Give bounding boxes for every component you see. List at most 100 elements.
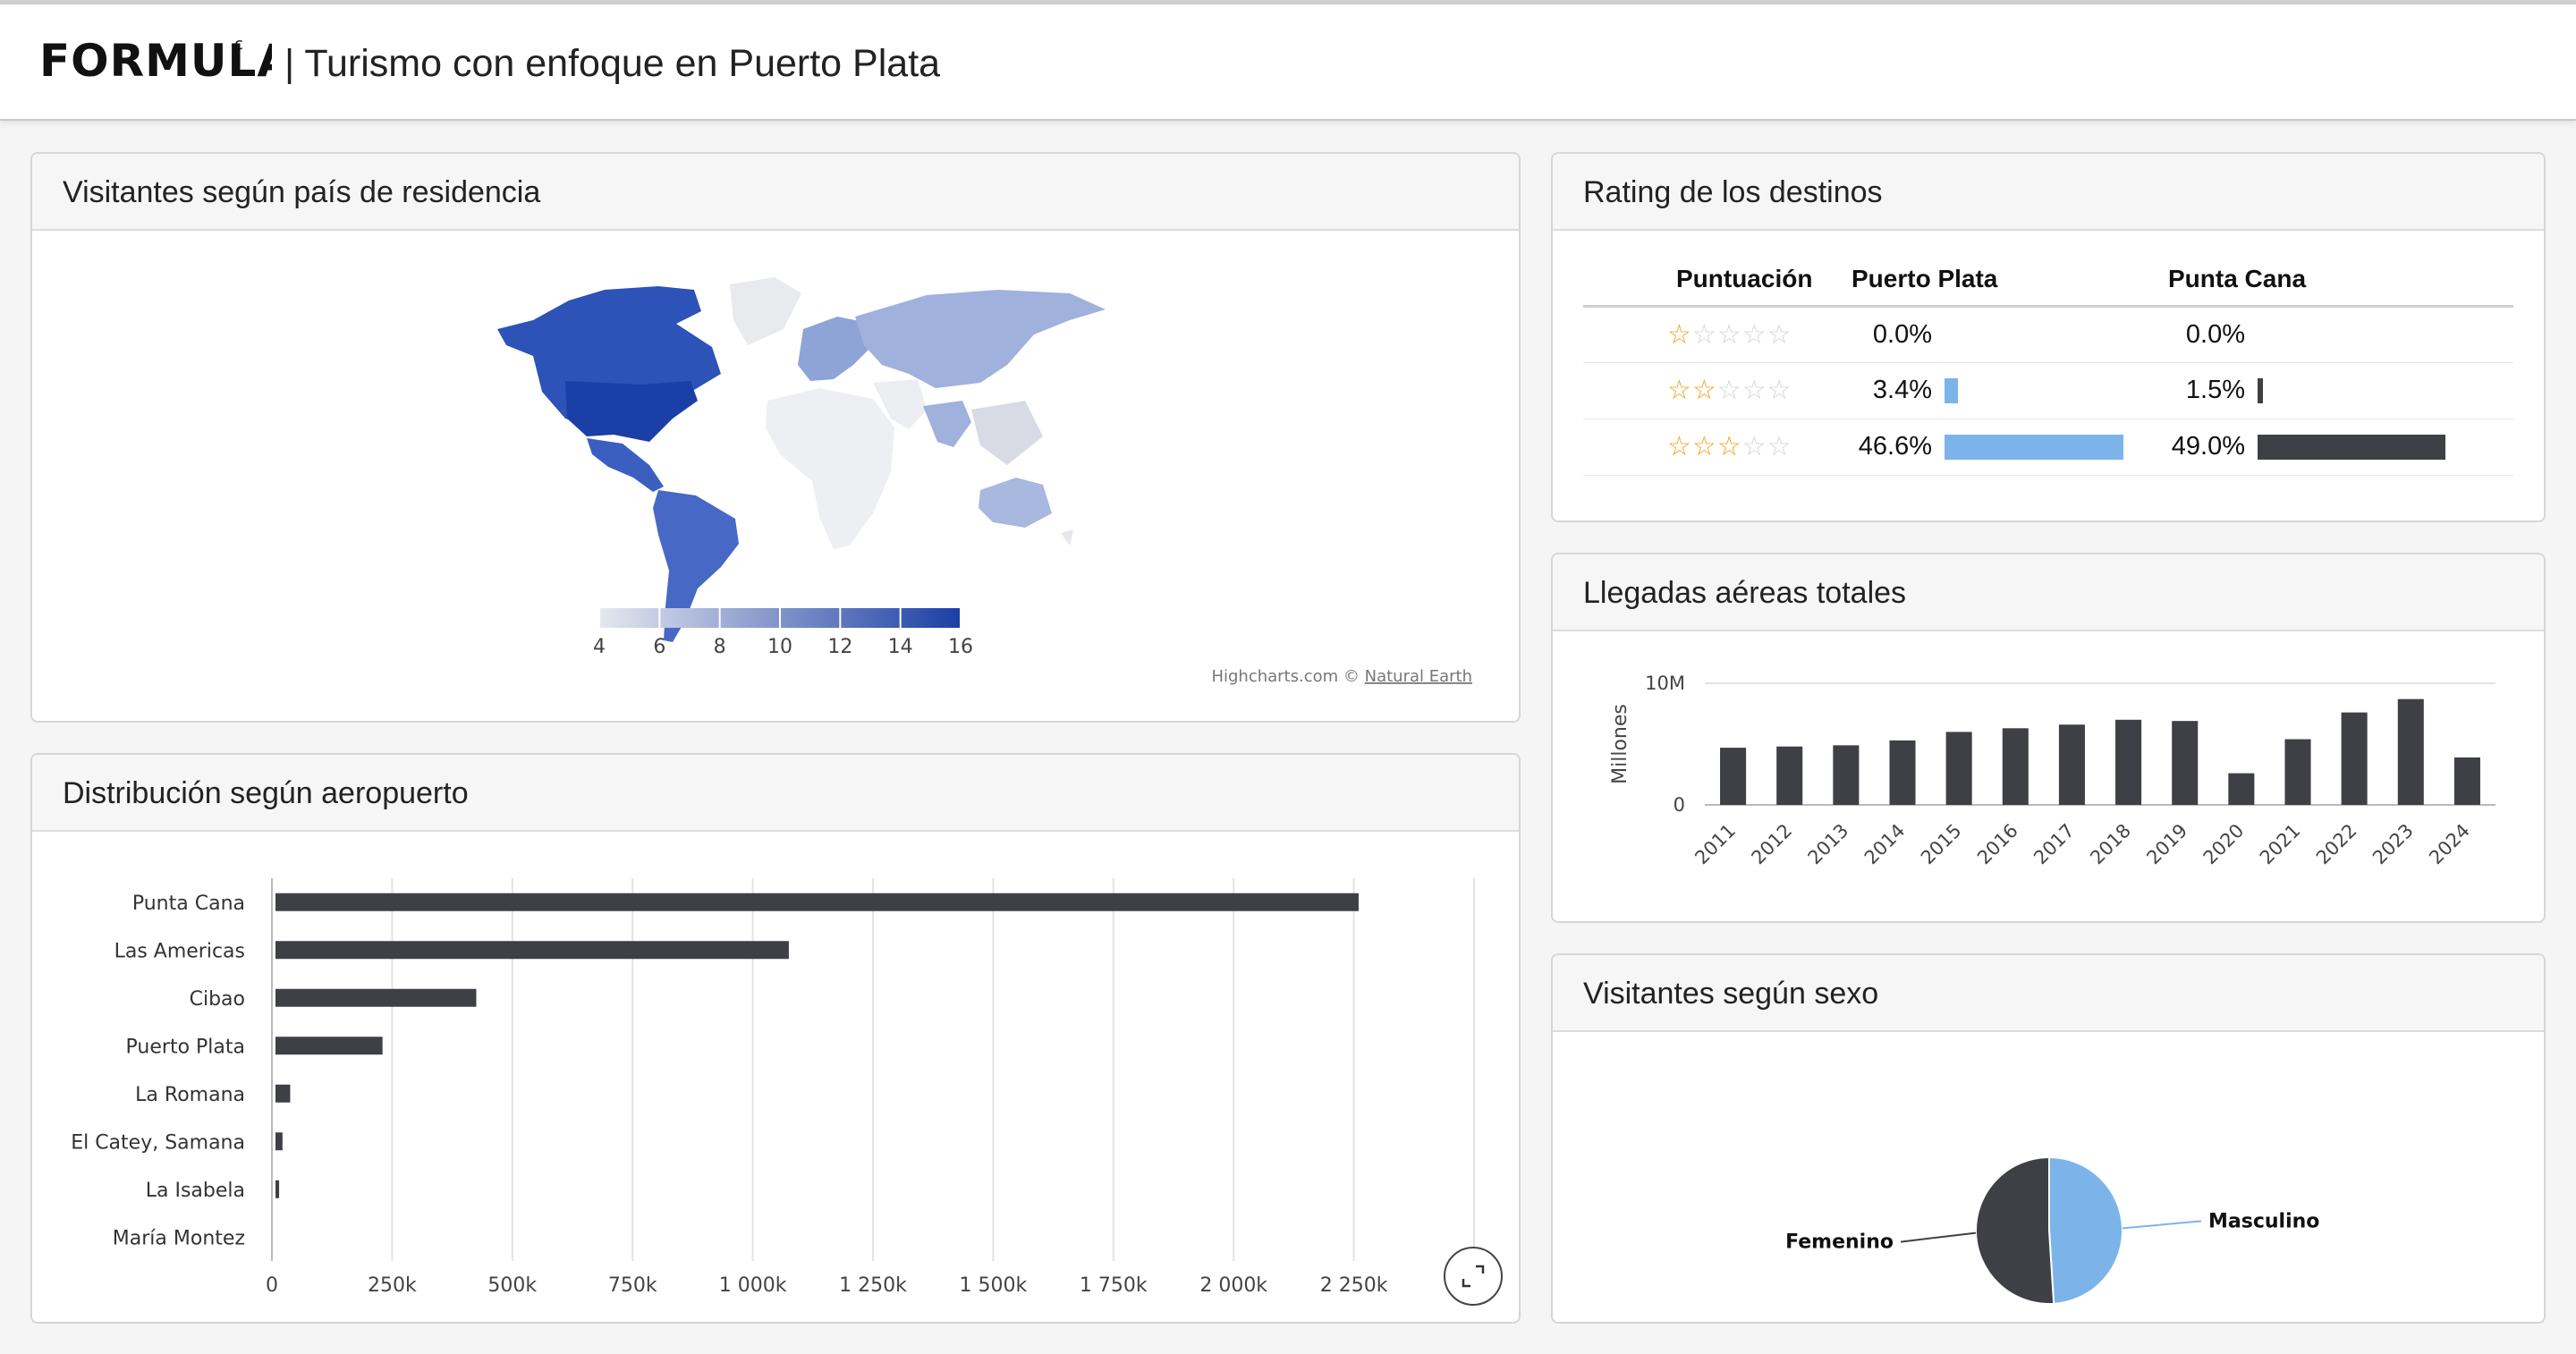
rating-row: ☆☆☆☆☆ 3.4% 1.5% bbox=[1583, 362, 2513, 419]
arrivals-bar[interactable] bbox=[2284, 739, 2311, 805]
rating-table-body: ☆☆☆☆☆ 0.0% 0.0% ☆☆☆☆☆ 3.4% 1.5% ☆☆☆☆☆ 46.6% 49.0… bbox=[1583, 306, 2513, 476]
arrivals-bar[interactable] bbox=[1889, 740, 1916, 805]
airport-category-label: Puerto Plata bbox=[126, 1036, 245, 1058]
logo-text: FORMULA bbox=[39, 35, 272, 87]
map-legend-ticks: 4 6 8 10 12 14 16 bbox=[593, 608, 973, 658]
world-map-chart: 4 6 8 10 12 14 16 Highcharts.com © Natural Ear… bbox=[497, 277, 1472, 686]
sex-panel-header: Visitantes según sexo bbox=[1553, 955, 2544, 1032]
rating-value: 0.0% bbox=[2185, 319, 2245, 349]
star-rating-icon: ☆☆☆☆☆ bbox=[1667, 432, 1792, 461]
map-region-europe[interactable] bbox=[798, 317, 873, 381]
arrivals-x-tick-label: 2024 bbox=[2425, 820, 2474, 869]
arrivals-x-tick-label: 2019 bbox=[2142, 820, 2191, 869]
logo-superscript: c bbox=[234, 35, 243, 54]
rating-punta-cana-cell: 0.0% bbox=[2165, 306, 2513, 363]
col-header-puerto-plata: Puerto Plata bbox=[1852, 254, 2165, 308]
pie-slice-femenino[interactable] bbox=[1975, 1155, 2055, 1305]
rating-value: 49.0% bbox=[2171, 432, 2245, 461]
rating-value: 46.6% bbox=[1858, 432, 1932, 461]
map-region-usa[interactable] bbox=[565, 381, 698, 442]
arrivals-x-tick-label: 2011 bbox=[1690, 820, 1740, 869]
airport-panel-title: Distribución según aeropuerto bbox=[63, 776, 469, 810]
airport-x-tick-label: 1 000k bbox=[719, 1274, 787, 1297]
map-region-australia[interactable] bbox=[979, 478, 1052, 528]
sex-panel-title: Visitantes según sexo bbox=[1583, 977, 1879, 1011]
app-header: FORMULA c | Turismo con enfoque en Puert… bbox=[0, 4, 2576, 121]
arrivals-bar[interactable] bbox=[2228, 773, 2255, 805]
airport-bar[interactable] bbox=[275, 941, 789, 960]
map-region-southeast-asia[interactable] bbox=[971, 401, 1043, 465]
rating-panel: Rating de los destinos Puntuación Puerto… bbox=[1551, 152, 2546, 522]
airport-category-label: El Catey, Samana bbox=[71, 1131, 245, 1154]
map-region-middle-east[interactable] bbox=[873, 379, 927, 429]
airport-x-tick-label: 500k bbox=[487, 1274, 537, 1297]
rating-row: ☆☆☆☆☆ 46.6% 49.0% bbox=[1583, 419, 2513, 476]
col-header-score: Puntuación bbox=[1583, 254, 1852, 308]
map-region-asia[interactable] bbox=[855, 290, 1106, 388]
legend-tick-label: 6 bbox=[653, 636, 665, 658]
rating-bar bbox=[1945, 434, 2123, 460]
arrivals-bar[interactable] bbox=[1945, 732, 1972, 805]
arrivals-bar[interactable] bbox=[1720, 748, 1747, 805]
airport-bar[interactable] bbox=[275, 1132, 283, 1151]
airport-bar[interactable] bbox=[275, 1084, 291, 1103]
arrivals-x-tick-label: 2014 bbox=[1860, 820, 1910, 869]
map-region-new-zealand[interactable] bbox=[1061, 529, 1073, 546]
arrivals-bar[interactable] bbox=[2341, 712, 2368, 805]
arrivals-y-axis-label: Millones bbox=[1609, 704, 1631, 784]
arrivals-bar[interactable] bbox=[2058, 724, 2085, 805]
rating-punta-cana-cell: 1.5% bbox=[2165, 362, 2513, 419]
airport-x-tick-label: 1 500k bbox=[960, 1274, 1028, 1297]
arrivals-x-tick-label: 2021 bbox=[2256, 820, 2305, 869]
legend-tick-label: 10 bbox=[767, 636, 792, 658]
arrivals-bar[interactable] bbox=[2397, 698, 2424, 805]
airport-bar[interactable] bbox=[275, 893, 1359, 911]
arrivals-x-tick-label: 2018 bbox=[2086, 820, 2135, 869]
rating-bar bbox=[2258, 434, 2445, 460]
pie-connector bbox=[2122, 1220, 2202, 1230]
airport-category-label: La Romana bbox=[135, 1084, 245, 1106]
pie-label: Femenino bbox=[1785, 1231, 1894, 1254]
airport-category-label: La Isabela bbox=[146, 1180, 245, 1202]
rating-table-more-rows-hint bbox=[1583, 490, 2513, 508]
arrivals-x-tick-label: 2016 bbox=[1973, 820, 2022, 869]
arrivals-bar[interactable] bbox=[2115, 719, 2142, 805]
airport-bar[interactable] bbox=[275, 1180, 280, 1198]
arrivals-bar[interactable] bbox=[1776, 746, 1803, 805]
legend-tick-label: 16 bbox=[948, 636, 973, 658]
airport-category-label: Cibao bbox=[190, 988, 245, 1011]
rating-punta-cana-cell: 49.0% bbox=[2165, 419, 2513, 476]
rating-stars-cell: ☆☆☆☆☆ bbox=[1583, 362, 1852, 419]
arrivals-bar[interactable] bbox=[1833, 745, 1860, 805]
map-region-india[interactable] bbox=[923, 401, 971, 447]
arrivals-bar[interactable] bbox=[2453, 757, 2480, 805]
arrivals-chart: 0 10M Millones 2011 2012 2013 2014 2015 2016 2017… bbox=[1609, 673, 2496, 869]
legend-tick-label: 14 bbox=[888, 636, 913, 658]
arrivals-x-tick-label: 2017 bbox=[2029, 820, 2079, 869]
expand-chart-button[interactable] bbox=[1444, 1247, 1503, 1306]
airport-bar[interactable] bbox=[275, 1037, 383, 1055]
window-top-edge bbox=[0, 0, 2576, 4]
airport-x-tick-label: 2 250k bbox=[1320, 1274, 1388, 1297]
rating-puerto-plata-cell: 0.0% bbox=[1852, 306, 2165, 363]
arrivals-bar[interactable] bbox=[2002, 728, 2029, 805]
rating-puerto-plata-cell: 46.6% bbox=[1852, 419, 2165, 476]
map-region-south-america[interactable] bbox=[653, 490, 739, 642]
map-region-greenland[interactable] bbox=[730, 277, 801, 345]
arrivals-panel-header: Llegadas aéreas totales bbox=[1553, 554, 2544, 631]
airport-x-tick-label: 1 750k bbox=[1080, 1274, 1148, 1297]
map-region-africa[interactable] bbox=[766, 388, 894, 549]
map-region-central-america[interactable] bbox=[587, 438, 664, 492]
arrivals-bar[interactable] bbox=[2172, 721, 2199, 805]
rating-table-header-row: Puntuación Puerto Plata Punta Cana bbox=[1583, 254, 2513, 308]
pie-slice-masculino[interactable] bbox=[2048, 1155, 2123, 1305]
rating-bar bbox=[2258, 377, 2264, 403]
airport-bar[interactable] bbox=[275, 988, 477, 1007]
sex-pie-chart: Masculino Femenino bbox=[1785, 1155, 2319, 1305]
airport-x-tick-label: 750k bbox=[608, 1274, 657, 1297]
arrivals-x-tick-label: 2020 bbox=[2199, 820, 2249, 869]
rating-panel-header: Rating de los destinos bbox=[1553, 154, 2544, 231]
rating-table: Puntuación Puerto Plata Punta Cana ☆☆☆☆☆… bbox=[1583, 254, 2513, 476]
map-credit[interactable]: Highcharts.com © Natural Earth bbox=[1211, 667, 1472, 686]
arrivals-x-tick-label: 2013 bbox=[1804, 820, 1853, 869]
